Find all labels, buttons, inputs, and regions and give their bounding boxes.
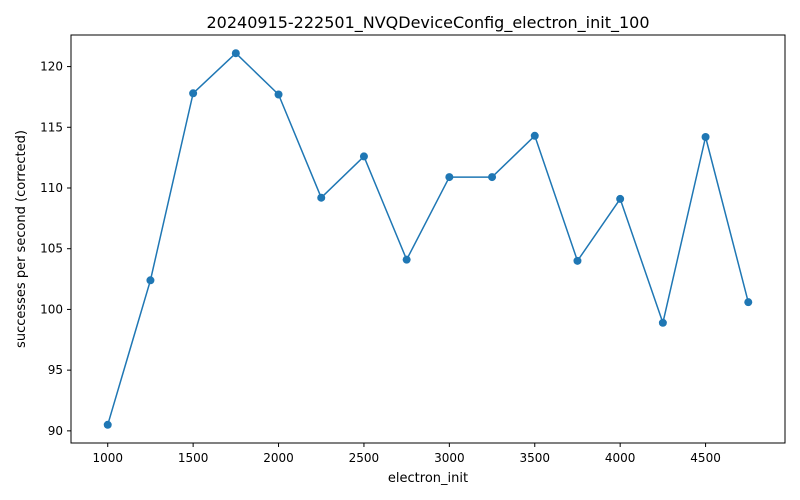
data-point <box>317 193 326 202</box>
data-point <box>744 298 753 307</box>
data-point <box>402 255 411 264</box>
x-tick-label: 1500 <box>178 451 209 465</box>
plot-area-frame <box>70 34 786 444</box>
y-axis-label: successes per second (corrected) <box>14 130 29 348</box>
y-tick-label: 105 <box>40 242 63 256</box>
x-axis-label: electron_init <box>388 471 468 486</box>
x-tick-label: 4000 <box>605 451 636 465</box>
data-point <box>231 49 240 58</box>
y-tick-label: 120 <box>40 60 63 74</box>
data-point <box>658 318 667 327</box>
data-point <box>701 133 710 141</box>
x-tick-label: 3000 <box>434 451 465 465</box>
x-tick-label: 3500 <box>519 451 550 465</box>
series-line <box>107 52 750 426</box>
x-tick-label: 2500 <box>349 451 380 465</box>
data-point <box>530 131 539 140</box>
data-point <box>445 173 454 182</box>
x-tick-label: 2000 <box>263 451 294 465</box>
data-point <box>189 89 198 98</box>
y-tick-label: 115 <box>40 120 63 134</box>
y-tick-label: 95 <box>48 363 63 377</box>
series-layer <box>103 49 753 429</box>
data-point <box>274 90 283 99</box>
y-axis: 90 95 100 105 110 115 120 <box>40 60 71 438</box>
x-tick-label: 1000 <box>92 451 123 465</box>
y-tick-label: 110 <box>40 181 63 195</box>
y-tick-label: 100 <box>40 302 63 316</box>
y-tick-label: 90 <box>48 424 63 438</box>
data-point <box>573 256 582 265</box>
data-point <box>103 420 112 429</box>
x-tick-label: 4500 <box>690 451 721 465</box>
chart-title: 20240915-222501_NVQDeviceConfig_electron… <box>206 13 649 33</box>
data-point <box>146 276 155 285</box>
data-point <box>616 194 625 203</box>
data-point <box>488 173 497 182</box>
data-point <box>359 152 368 161</box>
x-axis: 1000 1500 2000 2500 3000 3500 4000 4500 <box>92 443 721 465</box>
